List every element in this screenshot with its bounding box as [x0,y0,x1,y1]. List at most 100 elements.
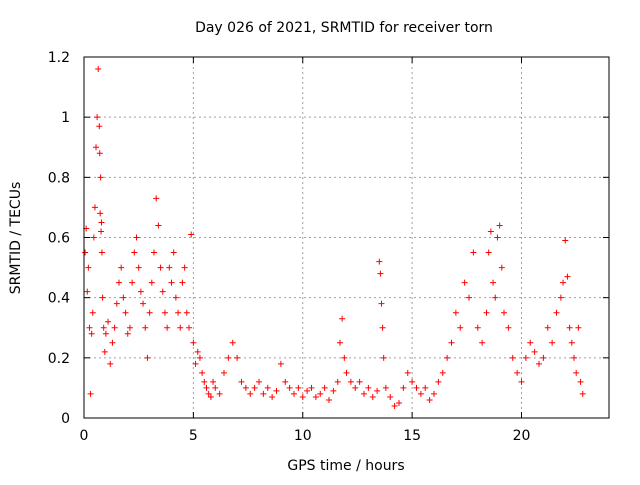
data-point [282,378,289,385]
data-point [194,348,201,355]
x-tick-label: 0 [80,428,89,444]
data-point [210,378,217,385]
data-point [553,309,560,316]
data-point [286,384,293,391]
data-point [330,387,337,394]
data-point [151,249,157,256]
data-point [269,393,276,400]
data-point [579,390,586,397]
y-tick-label: 0.2 [48,351,70,367]
data-point [498,264,505,271]
data-point [135,264,142,271]
data-point [201,378,208,385]
data-point [457,324,464,331]
data-point [98,249,105,256]
data-point [133,234,140,241]
data-point [225,354,232,361]
data-point [560,279,567,286]
data-point [101,348,108,355]
data-point [391,402,398,409]
data-point [387,393,394,400]
data-point [431,390,437,397]
data-point [562,237,569,244]
data-point [312,393,319,400]
data-point [540,354,547,361]
data-point [382,384,389,391]
data-point [527,339,534,346]
y-axis-label: SRMTID / TECUs [8,182,24,295]
data-point [575,324,582,331]
y-tick-label: 1.2 [48,50,70,66]
data-point [89,309,96,316]
data-point [264,384,271,391]
x-tick-label: 15 [403,428,421,444]
data-point [159,288,166,295]
data-point [376,258,383,265]
data-point [118,264,125,271]
data-point [111,324,118,331]
data-point [509,354,516,361]
data-point [192,360,199,367]
data-point [188,231,195,238]
data-point [577,378,584,385]
data-point [221,369,227,376]
grid-lines [84,57,609,418]
y-tick-label: 0.8 [48,170,70,186]
data-point [186,324,192,331]
y-tick-label: 0 [61,411,70,427]
data-point [105,318,112,325]
data-point [168,279,175,286]
x-axis-label: GPS time / hours [287,458,404,474]
data-point [573,369,580,376]
data-point [426,396,433,403]
data-point [299,393,306,400]
data-point [531,348,538,355]
data-point [84,288,91,295]
data-point [96,123,103,130]
data-point [137,288,144,295]
data-point [157,264,164,271]
data-point [549,339,556,346]
data-point [304,387,311,394]
chart-title: Day 026 of 2021, SRMTID for receiver tor… [195,20,493,36]
data-point [483,309,490,316]
data-point [179,279,186,286]
data-point [466,294,472,301]
data-point [439,369,446,376]
data-point [203,384,210,391]
data-point [492,294,499,301]
data-point [109,339,116,346]
data-point [102,330,109,337]
data-point [86,324,93,331]
data-point [124,330,131,337]
data-point [146,309,153,316]
data-point [295,384,302,391]
data-point [161,309,168,316]
data-point [97,210,104,217]
data-point [131,249,138,256]
data-point [129,279,136,286]
x-tick-label: 10 [294,428,312,444]
data-point [566,324,573,331]
data-point [144,354,151,361]
data-point [518,378,525,385]
data-point [365,384,372,391]
data-point [571,354,577,361]
data-point [496,222,503,229]
data-point [98,228,105,235]
data-point [461,279,468,286]
data-point [396,399,402,406]
data-point [153,195,160,202]
data-point [100,324,107,331]
data-point [470,249,477,256]
data-point [229,339,236,346]
data-point [404,369,411,376]
data-point [334,378,341,385]
data-point [514,369,521,376]
data-point [536,360,542,367]
data-point [242,384,249,391]
data-point [96,150,103,157]
data-point [205,390,212,397]
data-point [107,360,114,367]
data-point [356,378,363,385]
